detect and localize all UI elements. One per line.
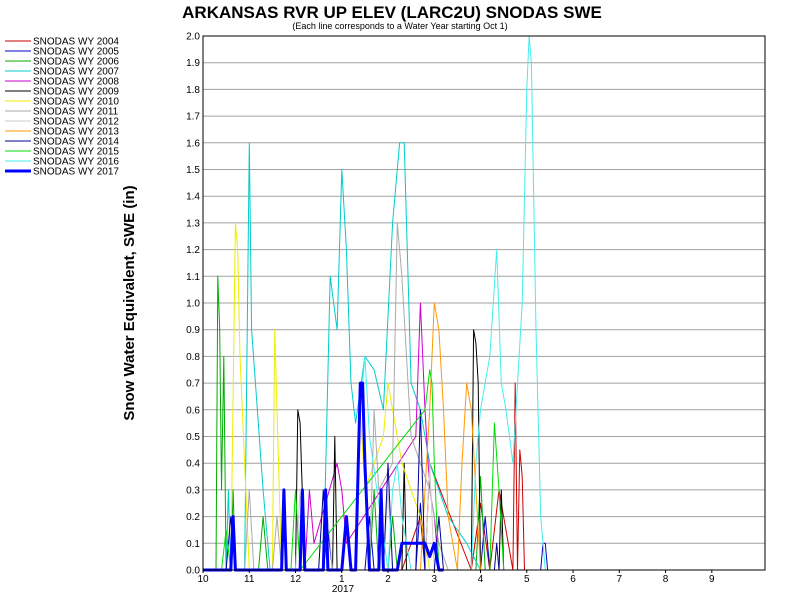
legend-item-label: SNODAS WY 2012 [33, 117, 119, 128]
x-tick-label: 10 [197, 574, 209, 585]
series-line-2017 [203, 381, 444, 572]
y-tick-label: 0.5 [186, 432, 200, 443]
chart-title: ARKANSAS RVR UP ELEV (LARC2U) SNODAS SWE [182, 3, 602, 22]
series-line-2015 [203, 369, 505, 571]
series-line-2010 [203, 222, 431, 571]
y-tick-label: 1.9 [186, 58, 200, 69]
legend-item-label: SNODAS WY 2016 [33, 157, 119, 168]
x-tick-label: 7 [617, 574, 623, 585]
x-tick-label: 1 [339, 574, 345, 585]
legend-item-label: SNODAS WY 2010 [33, 97, 119, 108]
y-tick-label: 1.8 [186, 85, 200, 96]
x-tick-label: 5 [524, 574, 530, 585]
series-line-2013 [203, 302, 481, 571]
y-tick-label: 0.2 [186, 512, 200, 523]
legend-item-label: SNODAS WY 2004 [33, 37, 119, 48]
legend-item-label: SNODAS WY 2017 [33, 167, 119, 178]
x-tick-label: 6 [570, 574, 576, 585]
legend-item-label: SNODAS WY 2009 [33, 87, 119, 98]
legend-item-label: SNODAS WY 2014 [33, 137, 119, 148]
y-tick-label: 1.7 [186, 112, 200, 123]
grid [203, 35, 765, 571]
year-label: 2017 [332, 584, 355, 595]
x-tick-label: 3 [431, 574, 437, 585]
y-tick-label: 1.5 [186, 165, 200, 176]
series-line-2007 [203, 142, 481, 571]
legend-item-label: SNODAS WY 2006 [33, 57, 119, 68]
series-line-2006 [203, 275, 486, 571]
y-tick-label: 0.7 [186, 379, 200, 390]
y-tick-label: 0.4 [186, 459, 200, 470]
y-tick-label: 1.0 [186, 299, 200, 310]
x-tick-label: 2 [385, 574, 391, 585]
x-tick-label: 11 [244, 574, 255, 585]
legend-item-label: SNODAS WY 2015 [33, 147, 119, 158]
legend-item-label: SNODAS WY 2013 [33, 127, 119, 138]
legend-item-label: SNODAS WY 2005 [33, 47, 119, 58]
x-tick-label: 8 [663, 574, 669, 585]
y-tick-label: 1.1 [186, 272, 200, 283]
series-lines [203, 35, 549, 572]
x-tick-label: 12 [290, 574, 302, 585]
x-tick-label: 4 [478, 574, 484, 585]
y-tick-label: 0.8 [186, 352, 200, 363]
legend-item-label: SNODAS WY 2011 [33, 107, 119, 118]
chart-subtitle: (Each line corresponds to a Water Year s… [292, 21, 507, 31]
y-tick-label: 0.0 [186, 566, 200, 577]
y-tick-labels: 0.0 0.1 0.2 0.3 0.4 0.5 0.6 0.7 0.8 0.9 1.0 1.1 1.2 1… [186, 32, 200, 577]
y-tick-label: 0.3 [186, 485, 200, 496]
y-tick-label: 2.0 [186, 32, 200, 43]
y-tick-label: 1.6 [186, 138, 200, 149]
legend-item-label: SNODAS WY 2007 [33, 67, 119, 78]
legend-item-label: SNODAS WY 2008 [33, 77, 119, 88]
y-axis-label: Snow Water Equivalent, SWE (in) [121, 185, 138, 420]
y-tick-label: 1.3 [186, 218, 200, 229]
x-tick-label: 9 [709, 574, 715, 585]
x-tick-labels: 10 11 12 1 2 3 4 5 6 7 8 9 [197, 570, 715, 585]
y-tick-label: 0.6 [186, 405, 200, 416]
y-tick-label: 0.9 [186, 325, 200, 336]
y-tick-label: 1.2 [186, 245, 200, 256]
plot-frame [202, 35, 766, 571]
y-tick-label: 0.1 [186, 539, 200, 550]
y-tick-label: 1.4 [186, 192, 200, 203]
